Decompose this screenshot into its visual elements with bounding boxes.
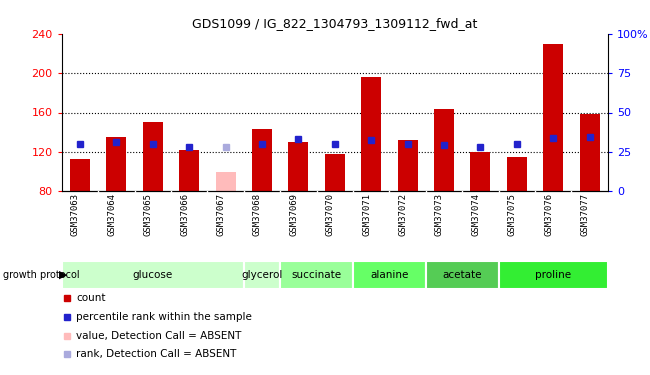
Bar [426,261,499,289]
Text: GSM37068: GSM37068 [253,194,262,236]
Text: GSM37069: GSM37069 [289,194,298,236]
Text: count: count [76,293,105,303]
Bar [244,261,280,289]
Text: GSM37074: GSM37074 [471,194,480,236]
Text: GSM37066: GSM37066 [180,194,189,236]
Text: GSM37067: GSM37067 [216,194,226,236]
Bar [434,109,454,191]
Bar [289,142,308,191]
Text: GSM37072: GSM37072 [398,194,408,236]
Bar [252,129,272,191]
Text: value, Detection Call = ABSENT: value, Detection Call = ABSENT [76,331,241,340]
Text: GSM37064: GSM37064 [107,194,116,236]
Text: GSM37075: GSM37075 [508,194,517,236]
Bar [471,152,490,191]
Text: GSM37070: GSM37070 [326,194,335,236]
Bar [280,261,353,289]
Bar [143,122,162,191]
Bar [361,77,381,191]
Bar [70,159,90,191]
Bar [543,44,563,191]
Text: acetate: acetate [443,270,482,280]
Text: GSM37063: GSM37063 [71,194,80,236]
Text: glucose: glucose [133,270,173,280]
Text: glycerol: glycerol [241,270,283,280]
Bar [325,154,344,191]
Text: GSM37071: GSM37071 [362,194,371,236]
Text: growth protocol: growth protocol [3,270,80,280]
Bar [353,261,426,289]
Bar [580,114,599,191]
Text: alanine: alanine [370,270,409,280]
Text: succinate: succinate [291,270,342,280]
Text: GSM37065: GSM37065 [144,194,153,236]
Bar [107,137,126,191]
Bar [62,261,244,289]
Text: GSM37076: GSM37076 [544,194,553,236]
Text: percentile rank within the sample: percentile rank within the sample [76,312,252,322]
Text: rank, Detection Call = ABSENT: rank, Detection Call = ABSENT [76,350,237,359]
Bar [507,157,526,191]
Text: GSM37077: GSM37077 [580,194,590,236]
Bar [398,140,417,191]
Text: proline: proline [535,270,571,280]
Bar [179,150,199,191]
Bar [499,261,608,289]
Title: GDS1099 / IG_822_1304793_1309112_fwd_at: GDS1099 / IG_822_1304793_1309112_fwd_at [192,17,478,30]
Text: GSM37073: GSM37073 [435,194,444,236]
Text: ▶: ▶ [58,270,67,280]
Bar [216,172,235,191]
